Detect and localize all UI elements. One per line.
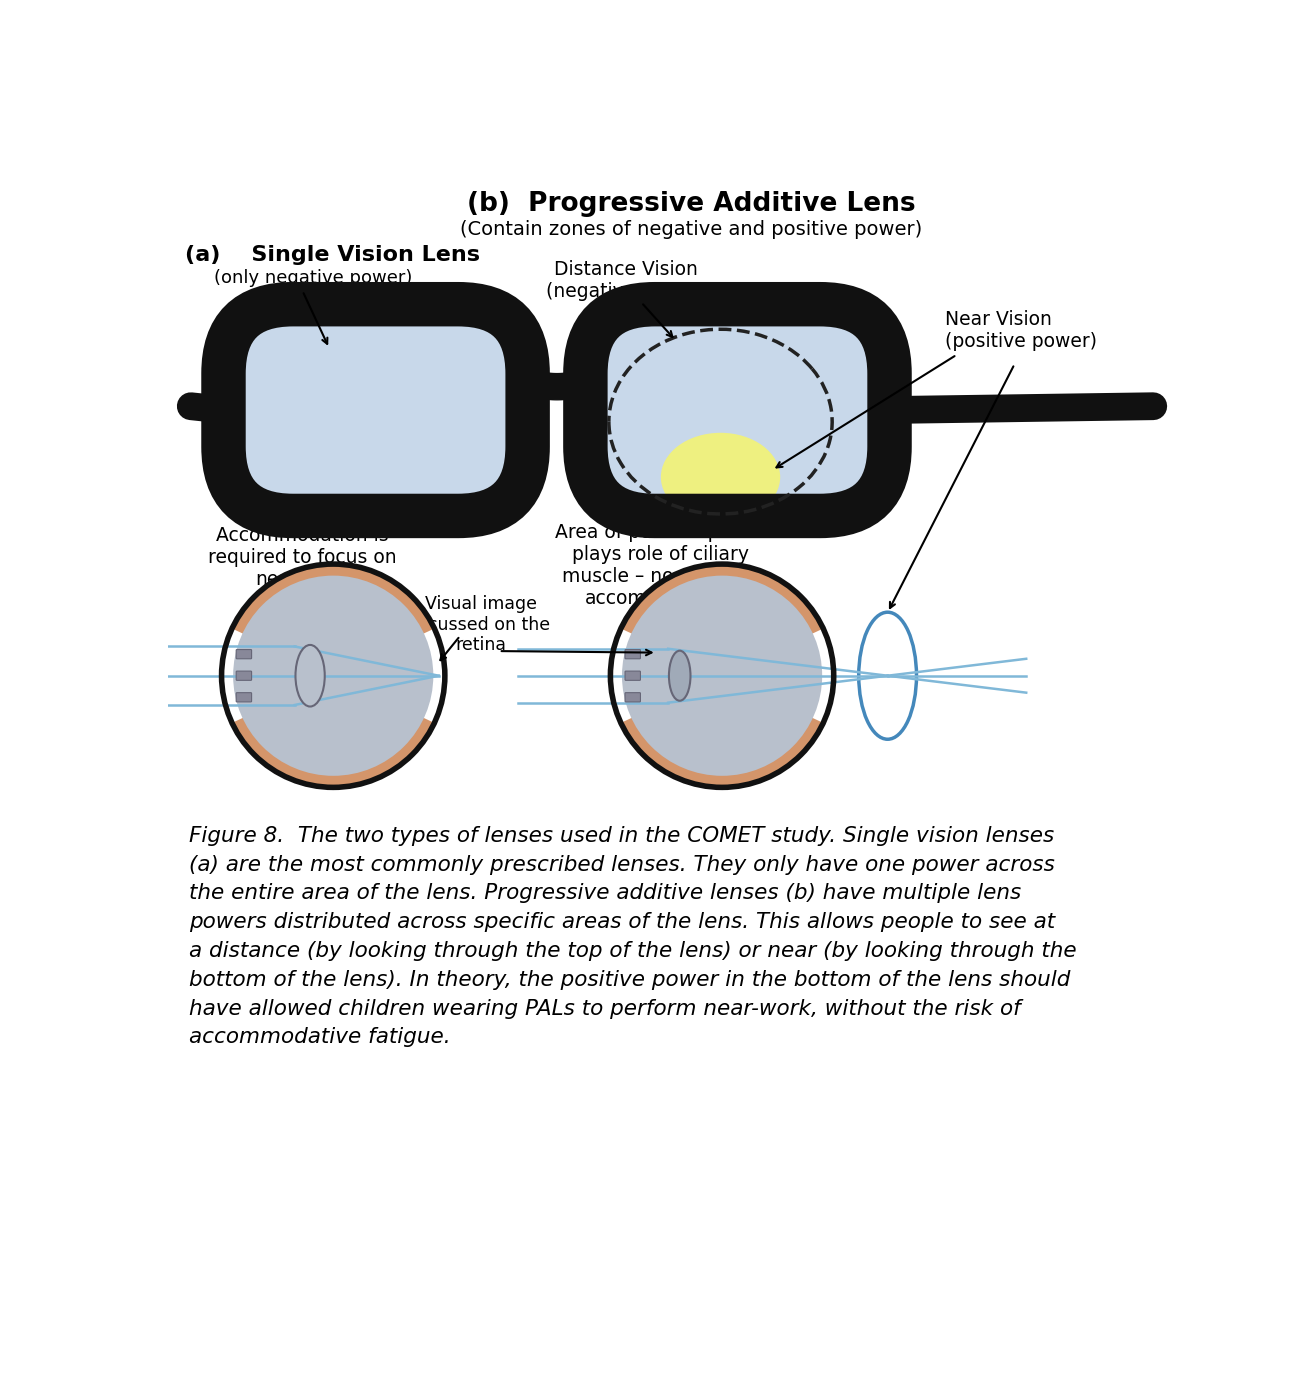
FancyBboxPatch shape bbox=[237, 692, 251, 702]
Text: (Contain zones of negative and positive power): (Contain zones of negative and positive … bbox=[460, 221, 922, 239]
Text: Near Vision
(positive power): Near Vision (positive power) bbox=[945, 310, 1097, 350]
Circle shape bbox=[233, 575, 434, 776]
Text: (a)    Single Vision Lens: (a) Single Vision Lens bbox=[184, 244, 480, 264]
Circle shape bbox=[622, 575, 822, 776]
FancyBboxPatch shape bbox=[585, 304, 889, 517]
Wedge shape bbox=[621, 564, 823, 676]
Wedge shape bbox=[231, 676, 434, 787]
Text: Visual image
focussed on the
retina: Visual image focussed on the retina bbox=[412, 595, 551, 655]
Text: Figure 8.  The two types of lenses used in the COMET study. Single vision lenses: Figure 8. The two types of lenses used i… bbox=[189, 826, 1077, 1047]
Text: (only negative power): (only negative power) bbox=[214, 269, 412, 288]
FancyBboxPatch shape bbox=[625, 671, 640, 680]
FancyBboxPatch shape bbox=[237, 671, 251, 680]
FancyBboxPatch shape bbox=[625, 649, 640, 659]
Circle shape bbox=[610, 564, 834, 787]
Text: Area of positive power
plays role of ciliary
muscle – no need for
accommodation: Area of positive power plays role of cil… bbox=[555, 524, 765, 609]
Wedge shape bbox=[621, 676, 823, 787]
FancyBboxPatch shape bbox=[237, 649, 251, 659]
Circle shape bbox=[221, 564, 444, 787]
Ellipse shape bbox=[296, 645, 325, 706]
Text: Accommodation is
required to focus on
near-work: Accommodation is required to focus on ne… bbox=[208, 525, 397, 589]
FancyBboxPatch shape bbox=[224, 304, 527, 517]
Wedge shape bbox=[231, 564, 434, 676]
Text: Distance Vision
(negative power): Distance Vision (negative power) bbox=[546, 260, 706, 302]
FancyBboxPatch shape bbox=[625, 692, 640, 702]
Ellipse shape bbox=[661, 433, 780, 521]
Ellipse shape bbox=[669, 651, 690, 701]
Text: (b)  Progressive Additive Lens: (b) Progressive Additive Lens bbox=[467, 191, 915, 216]
